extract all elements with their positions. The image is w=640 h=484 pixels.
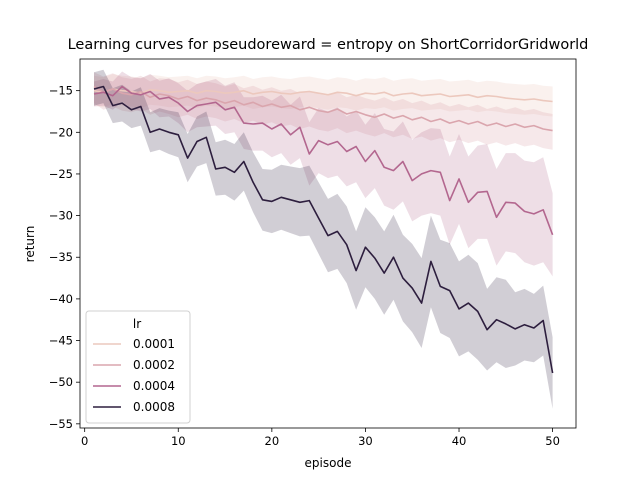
y-tick-label: −20 <box>49 125 73 139</box>
y-axis-label: return <box>23 226 37 263</box>
legend-title: lr <box>133 317 141 331</box>
legend-label: 0.0004 <box>133 379 175 393</box>
series-line-3 <box>93 85 554 374</box>
confidence-band-2 <box>94 71 553 277</box>
x-tick-label: 20 <box>265 434 280 448</box>
x-tick-label: 0 <box>81 434 88 448</box>
x-tick-label: 30 <box>358 434 373 448</box>
series-line-2 <box>93 85 554 236</box>
x-tick-label: 10 <box>171 434 186 448</box>
y-tick-label: −45 <box>49 334 73 348</box>
confidence-band-0 <box>94 74 553 117</box>
legend-label: 0.0001 <box>133 337 175 351</box>
legend-label: 0.0002 <box>133 358 175 372</box>
y-tick-label: −40 <box>49 292 73 306</box>
series-lines <box>93 85 554 374</box>
confidence-band-3 <box>94 69 553 409</box>
legend-box <box>85 310 191 424</box>
legend: lr 0.0001 0.0002 0.0004 0.0008 <box>85 310 191 424</box>
x-axis-ticks: 0 10 20 30 40 50 <box>81 428 560 448</box>
y-tick-label: −25 <box>49 167 73 181</box>
series-line-1 <box>93 85 553 132</box>
legend-entries: 0.0001 0.0002 0.0004 0.0008 <box>93 337 175 414</box>
y-tick-label: −35 <box>49 250 73 264</box>
series-line-0 <box>93 88 553 103</box>
y-tick-label: −30 <box>49 209 73 223</box>
x-tick-label: 40 <box>452 434 467 448</box>
y-tick-label: −50 <box>49 375 73 389</box>
plot-frame <box>79 58 577 429</box>
x-axis-label: episode <box>305 456 352 470</box>
legend-label: 0.0008 <box>133 400 175 414</box>
chart-title: Learning curves for pseudoreward = entro… <box>68 37 589 53</box>
x-tick-label: 50 <box>545 434 560 448</box>
y-tick-label: −55 <box>49 417 73 431</box>
y-axis-ticks: −55 −50 −45 −40 −35 −30 −25 −20 −15 <box>49 84 80 431</box>
y-tick-label: −15 <box>49 84 73 98</box>
